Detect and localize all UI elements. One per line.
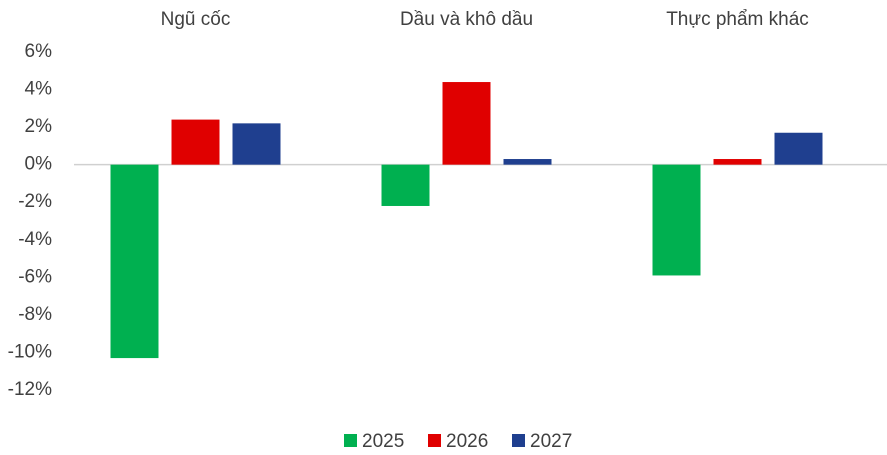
legend-swatch <box>428 434 441 447</box>
legend-label: 2025 <box>362 431 404 452</box>
bar <box>442 82 491 165</box>
y-tick-label: -4% <box>18 229 52 250</box>
y-tick-label: -8% <box>18 304 52 325</box>
y-tick-label: 2% <box>25 116 53 137</box>
y-tick-label: 0% <box>25 154 53 175</box>
category-label: Thực phẩm khác <box>666 9 809 30</box>
category-label: Dầu và khô dầu <box>400 9 533 30</box>
y-tick-label: -2% <box>18 191 52 212</box>
bar <box>713 159 762 165</box>
legend-swatch <box>512 434 525 447</box>
y-tick-label: -10% <box>8 341 52 362</box>
bar <box>652 164 701 276</box>
bar <box>503 159 552 165</box>
legend-swatch <box>344 434 357 447</box>
y-tick-label: -12% <box>8 379 52 400</box>
bar <box>110 164 159 359</box>
bar <box>774 132 823 165</box>
legend-label: 2027 <box>530 431 572 452</box>
bar <box>171 119 220 165</box>
category-label: Ngũ cốc <box>161 9 231 30</box>
legend-label: 2026 <box>446 431 488 452</box>
y-tick-label: 6% <box>25 41 53 62</box>
y-tick-label: 4% <box>25 79 53 100</box>
y-tick-label: -6% <box>18 266 52 287</box>
bar <box>381 164 430 206</box>
bar <box>232 123 281 165</box>
